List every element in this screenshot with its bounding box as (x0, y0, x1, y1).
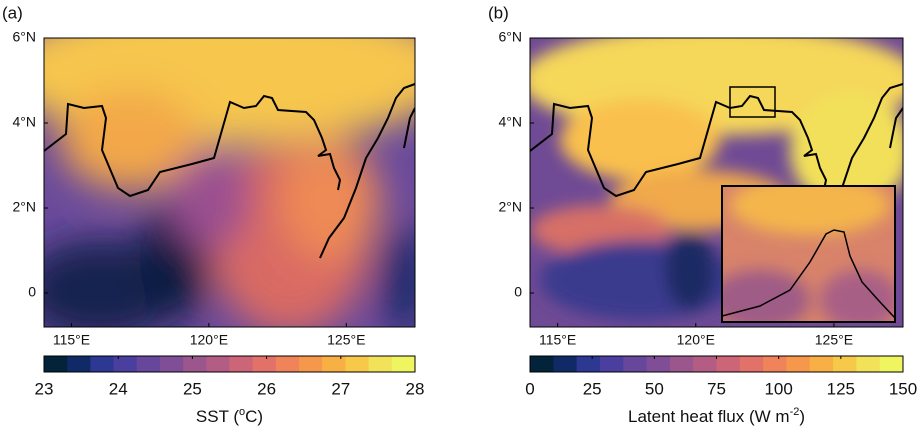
colorbar-segment (67, 356, 91, 372)
colorbar-segment (599, 356, 624, 372)
inset (722, 186, 895, 322)
colorbar-segment (113, 356, 138, 372)
colorbar-tick-label: 125 (827, 379, 855, 398)
colorbar-segment (669, 356, 694, 372)
colorbar-segment (530, 356, 554, 372)
colorbar-tick-label: 75 (707, 379, 726, 398)
colorbar-tick-label: 0 (525, 379, 534, 398)
colorbar-segment (368, 356, 393, 372)
label-text: SST ( (196, 407, 239, 426)
x-tick-label: 125°E (815, 332, 853, 348)
y-tick-label: 6°N (499, 29, 523, 45)
sst-map (44, 38, 415, 327)
colorbar-segment (229, 356, 254, 372)
colorbar-segment (763, 356, 787, 372)
colorbar-segment (345, 356, 370, 372)
colorbar-tick-label: 50 (645, 379, 664, 398)
y-tick-label: 0 (28, 284, 36, 300)
colorbar-segment (879, 356, 904, 372)
colorbar-segment (322, 356, 346, 372)
colorbar-tick-label: 28 (406, 379, 425, 398)
colorbar-segment (833, 356, 857, 372)
plot-frame (529, 37, 904, 328)
panel-label: (b) (488, 3, 509, 22)
x-tick-label: 125°E (327, 332, 365, 348)
x-tick-label: 115°E (53, 332, 90, 348)
colorbar-tick-label: 100 (764, 379, 792, 398)
colorbar-segment (786, 356, 811, 372)
colorbar-segment (739, 356, 764, 372)
label-sup: -2 (790, 406, 800, 418)
colorbar-segment (693, 356, 717, 372)
colorbar-segment (299, 356, 323, 372)
colorbar-segment (90, 356, 115, 372)
colorbar-segment (646, 356, 671, 372)
x-tick-label: 120°E (677, 332, 715, 348)
colorbar-label: Latent heat flux (W m-2) (628, 406, 805, 427)
x-tick-label: 120°E (190, 332, 228, 348)
colorbar-segment (809, 356, 834, 372)
y-tick-label: 6°N (13, 29, 37, 45)
colorbar-frame (43, 355, 416, 373)
colorbar-segment (576, 356, 601, 372)
label-text: ) (799, 407, 805, 426)
colorbar-tick-label: 27 (331, 379, 350, 398)
colorbar-segment (136, 356, 161, 372)
label-text: Latent heat flux (W m (628, 407, 790, 426)
colorbar-segment (44, 356, 68, 372)
colorbar-segment (275, 356, 300, 372)
label-sup: o (239, 406, 245, 418)
colorbar-segment (206, 356, 230, 372)
colorbar-segment (159, 356, 184, 372)
colorbar-tick-label: 25 (583, 379, 602, 398)
colorbar-segment (716, 356, 741, 372)
y-tick-label: 2°N (499, 199, 523, 215)
colorbar-segment (623, 356, 648, 372)
y-tick-label: 2°N (13, 199, 37, 215)
plot-frame (43, 37, 416, 328)
colorbar-tick-label: 24 (109, 379, 128, 398)
colorbar-segment (252, 356, 277, 372)
panel-label: (a) (2, 3, 23, 22)
y-tick-label: 4°N (13, 114, 37, 130)
colorbar-label: SST (oC) (196, 406, 263, 427)
y-tick-label: 4°N (499, 114, 523, 130)
y-tick-label: 0 (514, 284, 522, 300)
label-text: C) (245, 407, 263, 426)
colorbar-tick-label: 26 (257, 379, 276, 398)
colorbar-segment (553, 356, 578, 372)
colorbar-segment (391, 356, 416, 372)
colorbar-tick-label: 25 (183, 379, 202, 398)
inset-frame (721, 185, 896, 323)
x-tick-label: 115°E (539, 332, 576, 348)
colorbar-tick-label: 150 (889, 379, 917, 398)
colorbar-tick-label: 23 (35, 379, 54, 398)
colorbar-segment (183, 356, 207, 372)
colorbar-segment (856, 356, 881, 372)
